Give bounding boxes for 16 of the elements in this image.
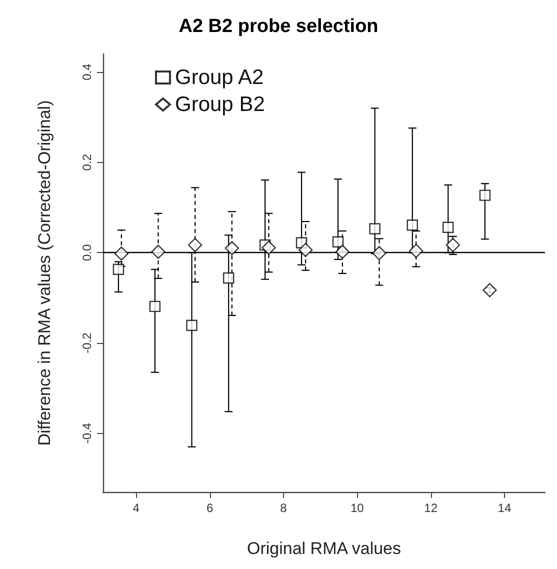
x-tick-label: 8 bbox=[280, 501, 288, 515]
y-tick-label: -0.4 bbox=[80, 422, 94, 444]
y-tick-label: -0.2 bbox=[80, 332, 94, 354]
y-tick-label: 0.0 bbox=[80, 244, 94, 262]
legend-label: Group A2 bbox=[175, 66, 264, 89]
y-axis-title: Difference in RMA values (Corrected-Original) bbox=[35, 100, 54, 446]
chart-title: A2 B2 probe selection bbox=[178, 16, 378, 37]
legend-label: Group B2 bbox=[175, 93, 265, 116]
y-tick-label: 0.4 bbox=[80, 63, 94, 80]
x-tick-label: 12 bbox=[424, 501, 438, 515]
x-axis-title: Original RMA values bbox=[246, 539, 402, 558]
x-tick-label: 4 bbox=[132, 501, 140, 515]
y-tick-label: 0.2 bbox=[80, 154, 94, 171]
x-tick-label: 6 bbox=[206, 501, 214, 515]
x-tick-label: 14 bbox=[498, 501, 512, 515]
x-tick-label: 10 bbox=[350, 501, 364, 515]
